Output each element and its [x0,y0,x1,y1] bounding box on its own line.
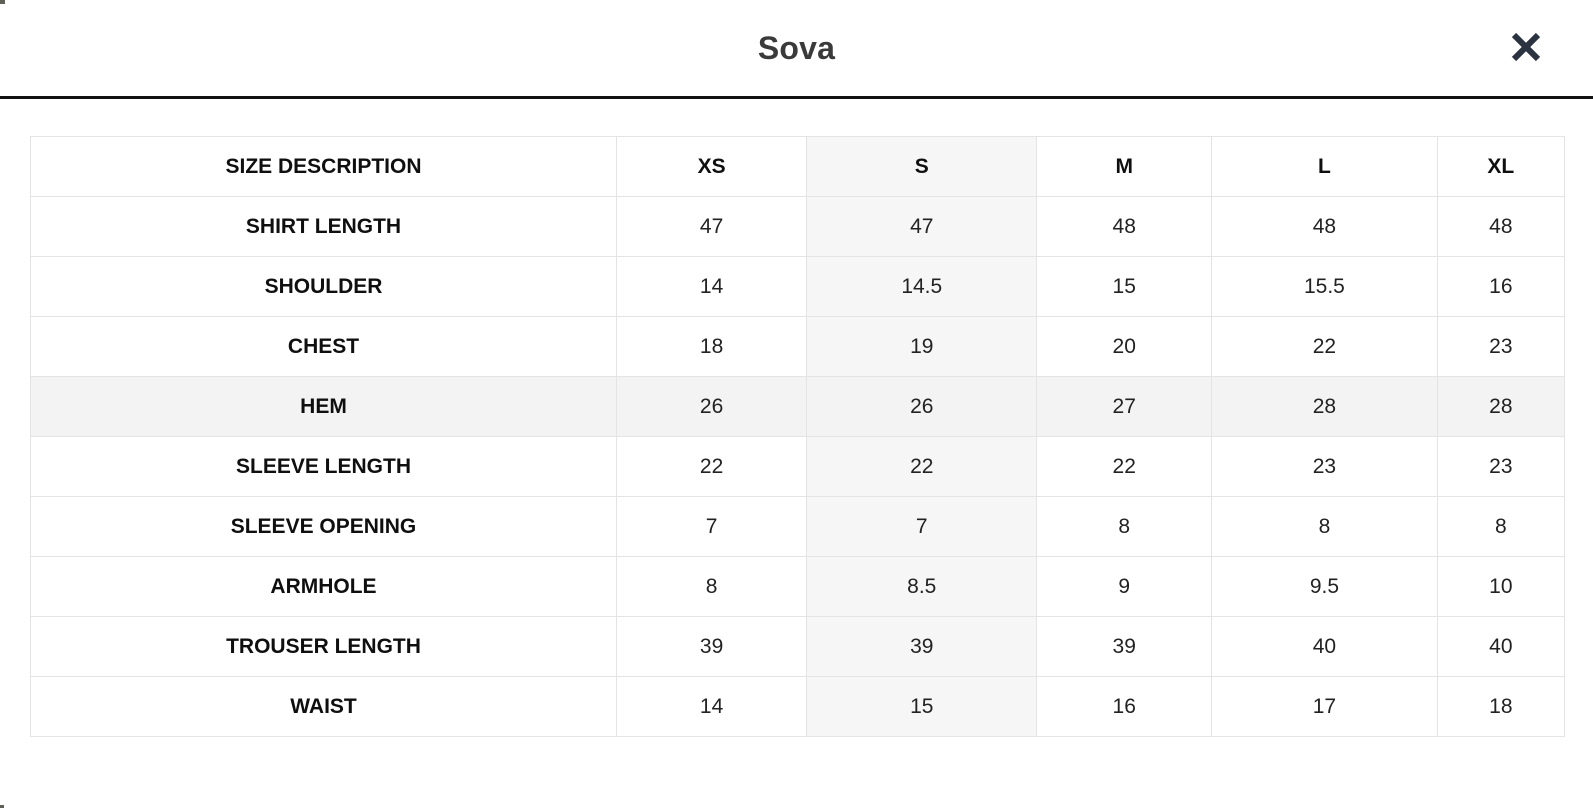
table-cell: 22 [1211,316,1438,377]
table-row-shoulder: SHOULDER 14 14.5 15 15.5 16 [30,256,1566,317]
table-row-sleeve-length: SLEEVE LENGTH 22 22 22 23 23 [30,436,1566,497]
table-cell: 10 [1436,556,1566,617]
table-cell: 14 [615,676,808,737]
row-label: SLEEVE LENGTH [30,436,617,497]
row-label: WAIST [30,676,617,737]
table-cell: 47 [806,196,1038,257]
row-label: SLEEVE OPENING [30,496,617,557]
column-header-xl: XL [1436,136,1566,197]
table-cell: 8 [615,556,808,617]
table-cell: 47 [615,196,808,257]
table-cell: 9.5 [1211,556,1438,617]
table-row-armhole: ARMHOLE 8 8.5 9 9.5 10 [30,556,1566,617]
table-row-waist: WAIST 14 15 16 17 18 [30,676,1566,737]
table-cell: 8.5 [806,556,1038,617]
column-header-xs: XS [615,136,808,197]
table-cell: 28 [1436,376,1566,437]
table-cell: 7 [806,496,1038,557]
table-row-hem: HEM 26 26 27 28 28 [30,376,1566,437]
table-row-sleeve-opening: SLEEVE OPENING 7 7 8 8 8 [30,496,1566,557]
table-cell: 16 [1036,676,1213,737]
table-cell: 26 [615,376,808,437]
table-cell: 39 [806,616,1038,677]
table-cell: 23 [1211,436,1438,497]
table-cell: 40 [1211,616,1438,677]
row-label: TROUSER LENGTH [30,616,617,677]
table-cell: 48 [1036,196,1213,257]
column-header-size-description: SIZE DESCRIPTION [30,136,617,197]
table-row-shirt-length: SHIRT LENGTH 47 47 48 48 48 [30,196,1566,257]
table-cell: 28 [1211,376,1438,437]
row-label: SHOULDER [30,256,617,317]
table-cell: 23 [1436,316,1566,377]
table-cell: 39 [1036,616,1213,677]
table-row-chest: CHEST 18 19 20 22 23 [30,316,1566,377]
table-cell: 48 [1211,196,1438,257]
table-cell: 14 [615,256,808,317]
column-header-s: S [806,136,1038,197]
table-cell: 22 [1036,436,1213,497]
screen-edge-artifact [0,0,5,4]
table-cell: 8 [1211,496,1438,557]
close-button[interactable] [1503,24,1549,70]
modal-body: SIZE DESCRIPTION XS S M L XL SHIRT LENGT… [0,99,1593,737]
screen-edge-artifact [0,805,4,808]
table-cell: 7 [615,496,808,557]
table-cell: 15 [1036,256,1213,317]
close-icon [1507,28,1545,66]
table-cell: 20 [1036,316,1213,377]
table-cell: 15.5 [1211,256,1438,317]
table-cell: 9 [1036,556,1213,617]
table-cell: 19 [806,316,1038,377]
table-cell: 18 [615,316,808,377]
table-cell: 22 [615,436,808,497]
table-cell: 48 [1436,196,1566,257]
table-row-trouser-length: TROUSER LENGTH 39 39 39 40 40 [30,616,1566,677]
table-cell: 8 [1036,496,1213,557]
table-cell: 16 [1436,256,1566,317]
table-cell: 22 [806,436,1038,497]
size-chart-table: SIZE DESCRIPTION XS S M L XL SHIRT LENGT… [30,136,1566,737]
table-cell: 40 [1436,616,1566,677]
table-header-row: SIZE DESCRIPTION XS S M L XL [30,136,1566,197]
row-label: SHIRT LENGTH [30,196,617,257]
row-label: CHEST [30,316,617,377]
table-cell: 15 [806,676,1038,737]
modal-header: Sova [0,0,1593,99]
table-cell: 27 [1036,376,1213,437]
row-label: ARMHOLE [30,556,617,617]
table-cell: 23 [1436,436,1566,497]
column-header-m: M [1036,136,1213,197]
table-cell: 18 [1436,676,1566,737]
table-cell: 39 [615,616,808,677]
table-cell: 17 [1211,676,1438,737]
table-cell: 26 [806,376,1038,437]
column-header-l: L [1211,136,1438,197]
table-cell: 8 [1436,496,1566,557]
modal-title: Sova [757,29,836,66]
table-cell: 14.5 [806,256,1038,317]
row-label: HEM [30,376,617,437]
